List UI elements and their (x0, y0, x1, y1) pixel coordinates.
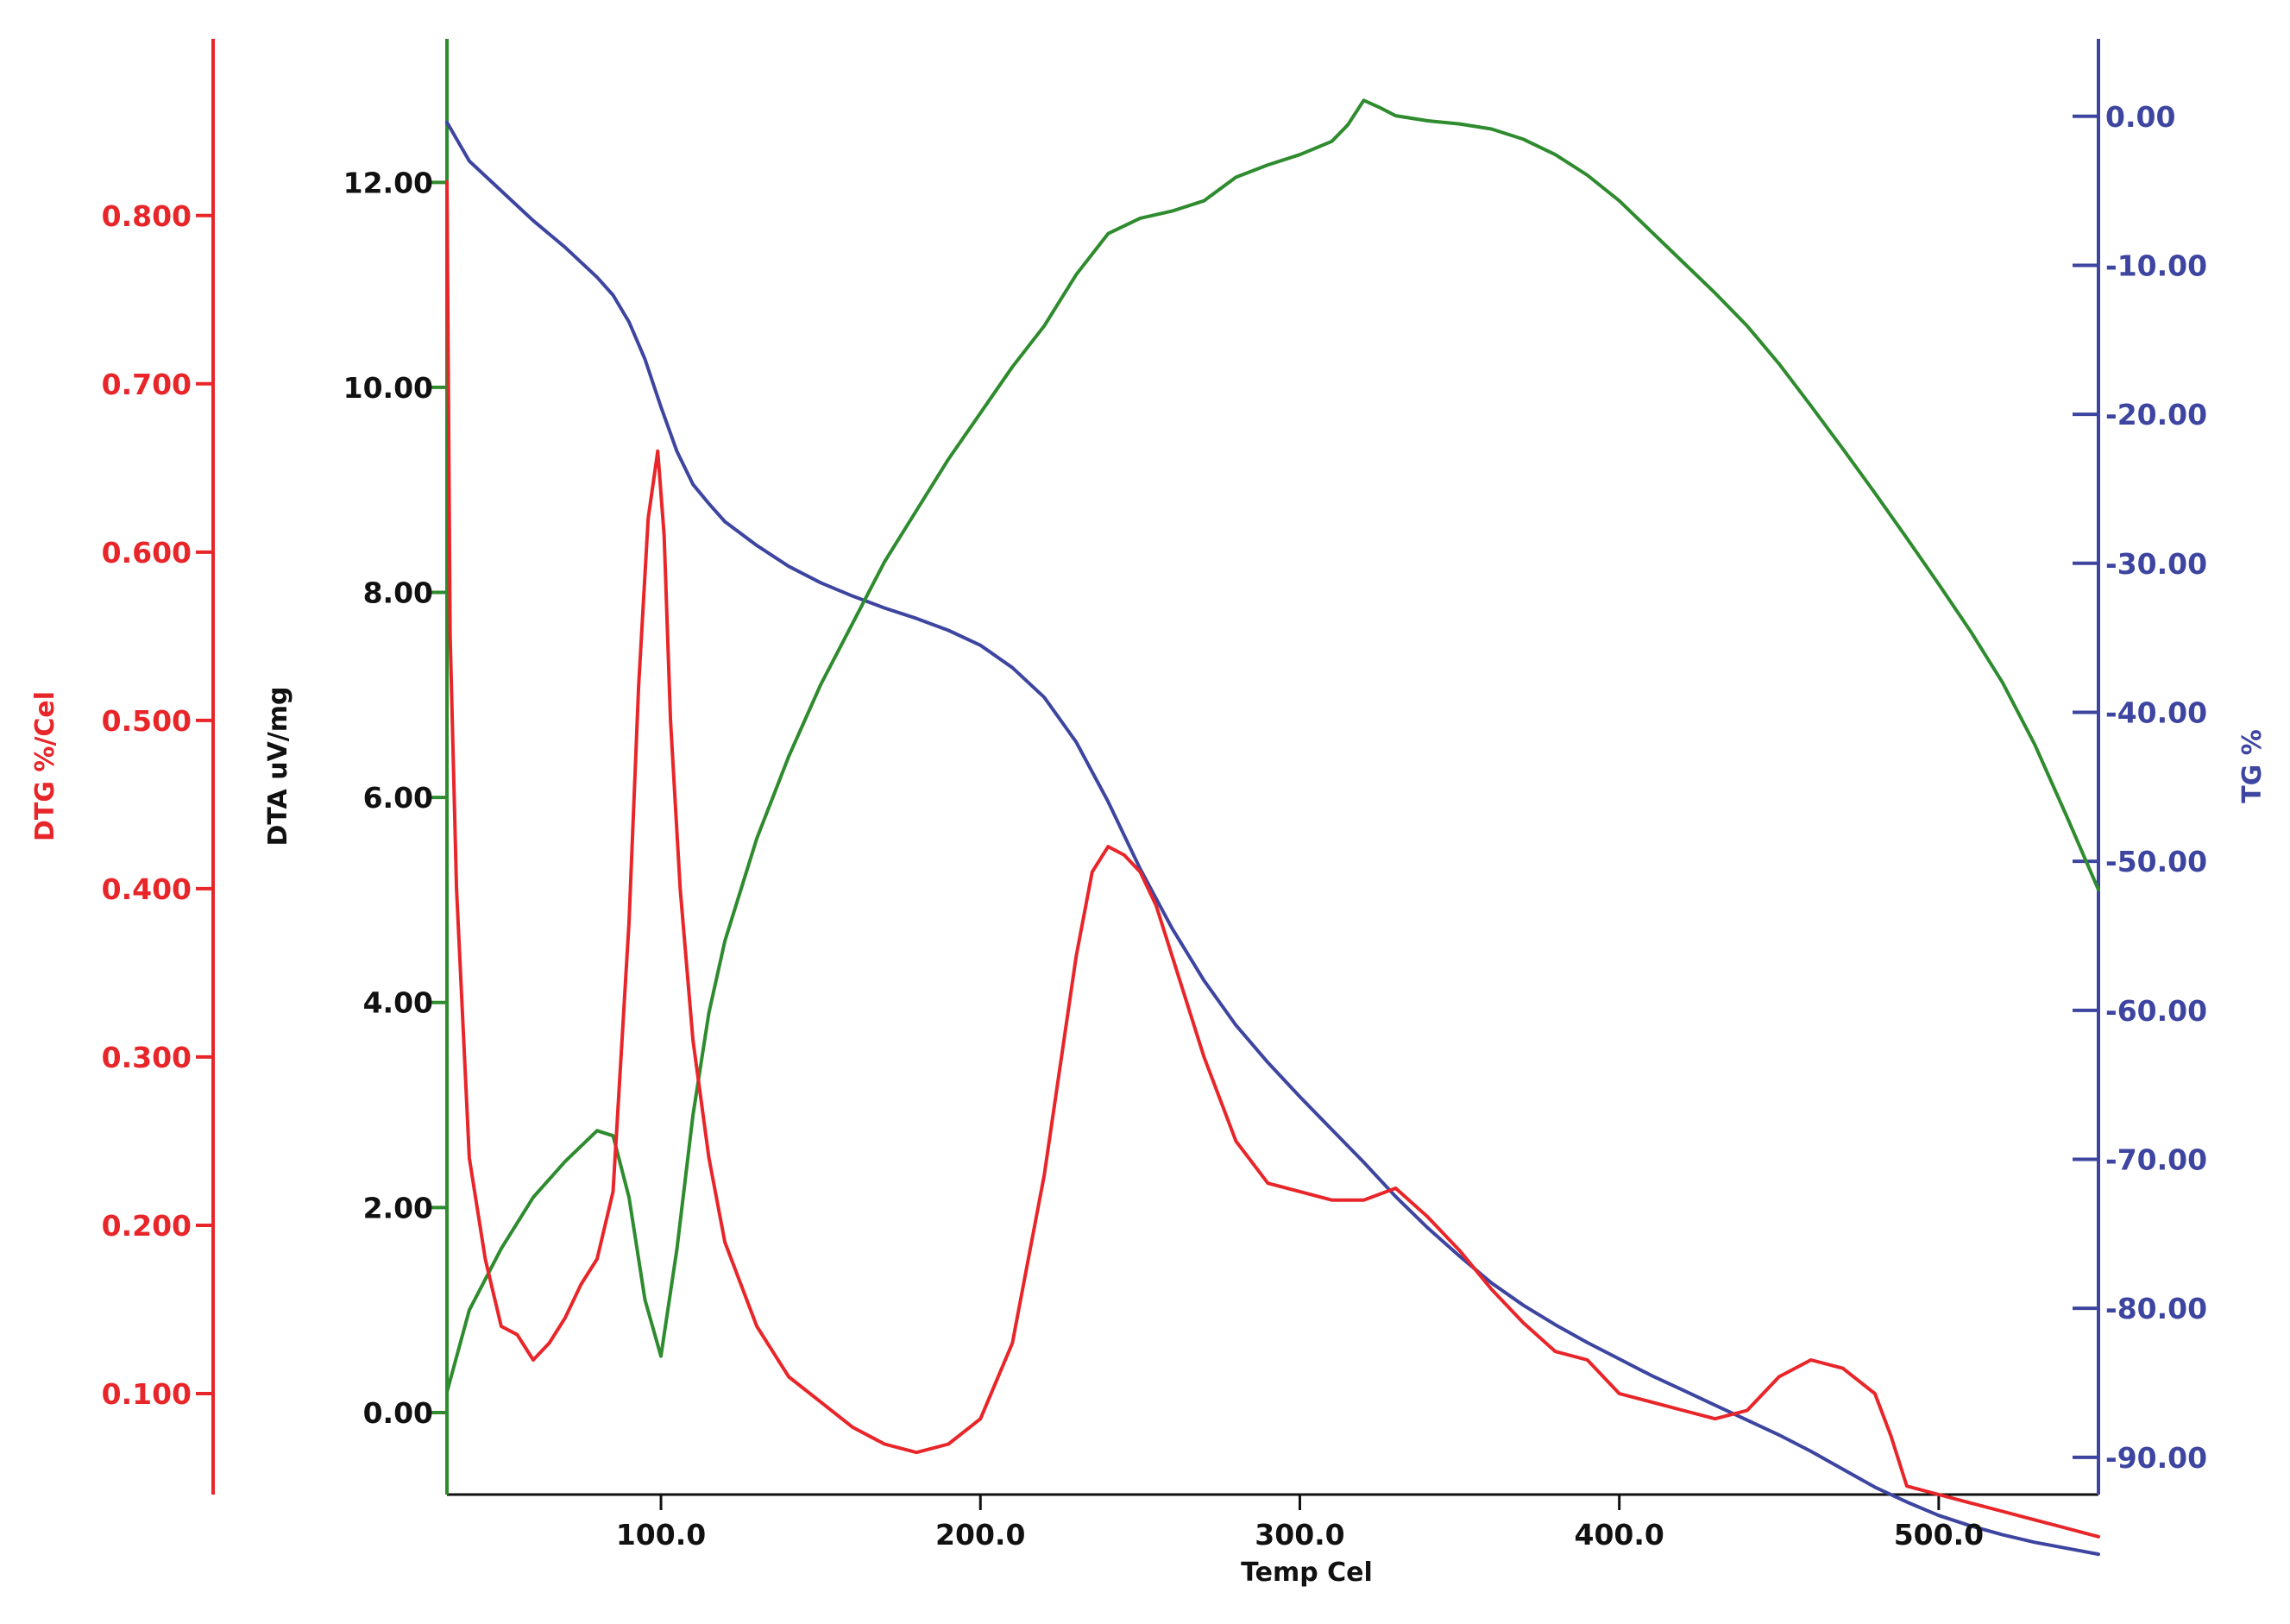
tg-tick-label: -30.00 (2105, 547, 2207, 581)
dta-tick-label: 10.00 (343, 371, 433, 405)
tg-tick-label: -90.00 (2105, 1441, 2207, 1475)
x-tick-label: 400.0 (1574, 1518, 1664, 1552)
dtg-series-line (445, 179, 2100, 1539)
dta-tick-label: 0.00 (363, 1396, 433, 1430)
tg-tick-label: 0.00 (2105, 100, 2175, 134)
labels-layer: 100.0 200.0 300.0 400.0 500.0 Temp Cel 0.100 0.… (30, 100, 2268, 1588)
tg-tick-label: -10.00 (2105, 249, 2207, 282)
tg-tick-label: -60.00 (2105, 994, 2207, 1028)
dtg-tick-label: 0.600 (102, 536, 192, 570)
tg-tick-label: -80.00 (2105, 1292, 2207, 1325)
tg-tick-label: -50.00 (2105, 845, 2207, 878)
tg-tick-label: -70.00 (2105, 1142, 2207, 1176)
tg-axis-title: TG % (2237, 729, 2268, 803)
axes-layer (196, 39, 2100, 1510)
x-tick-label: 300.0 (1255, 1518, 1344, 1552)
x-tick-label: 100.0 (616, 1518, 706, 1552)
tg-tick-label: -20.00 (2105, 398, 2207, 431)
dtg-tick-label: 0.200 (102, 1209, 192, 1243)
dta-tick-label: 6.00 (363, 781, 433, 815)
dta-tick-label: 12.00 (343, 166, 433, 199)
x-axis-title: Temp Cel (1241, 1558, 1373, 1588)
dtg-tick-label: 0.300 (102, 1041, 192, 1074)
series-layer (445, 98, 2100, 1557)
dtg-tick-label: 0.800 (102, 199, 192, 233)
tg-series-line (445, 120, 2100, 1557)
dta-tick-label: 4.00 (363, 986, 433, 1020)
dtg-tick-label: 0.100 (102, 1377, 192, 1411)
x-tick-label: 200.0 (935, 1518, 1025, 1552)
dtg-tick-label: 0.400 (102, 872, 192, 906)
dta-axis-title: DTA uV/mg (263, 687, 293, 847)
dtg-tick-label: 0.500 (102, 704, 192, 738)
dtg-tick-label: 0.700 (102, 368, 192, 401)
dta-series-line (445, 98, 2100, 1394)
dtg-axis-title: DTG %/Cel (30, 691, 60, 841)
x-tick-label: 500.0 (1894, 1518, 1984, 1552)
tg-tick-label: -40.00 (2105, 696, 2207, 729)
dta-tick-label: 8.00 (363, 576, 433, 610)
dta-tick-label: 2.00 (363, 1191, 433, 1224)
